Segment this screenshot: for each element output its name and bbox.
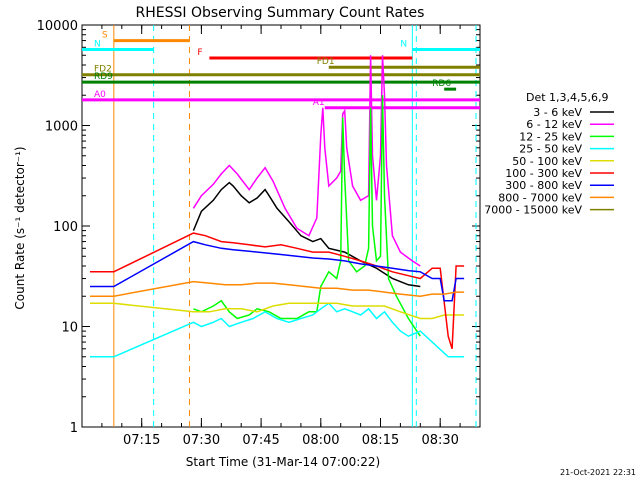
generation-timestamp: 21-Oct-2021 22:31 <box>560 468 636 477</box>
y-tick-label: 10 <box>61 321 78 336</box>
mode-bar-label: N <box>400 40 407 50</box>
mode-bar-label: A1 <box>313 98 325 108</box>
series-line <box>90 232 465 350</box>
y-tick-label: 10000 <box>37 19 78 34</box>
legend-label: 50 - 100 keV <box>512 155 582 168</box>
mode-bar-label: A0 <box>94 90 106 100</box>
legend-title: Det 1,3,4,5,6,9 <box>526 91 609 104</box>
mode-bar-label: FD2 <box>94 65 112 75</box>
x-tick-label: 08:30 <box>421 433 458 448</box>
series-line <box>90 240 465 302</box>
legend-label: 25 - 50 keV <box>519 143 582 156</box>
mode-bar-label: FD1 <box>317 57 335 67</box>
plot-area: 1 10 100 1000 10000 07:15 07:30 07:45 08:00 08:15… <box>37 19 614 448</box>
x-tick-label: 07:30 <box>183 433 220 448</box>
legend-label: 300 - 800 keV <box>505 179 582 192</box>
mode-bar-label: RD9 <box>94 72 113 82</box>
y-axis-label: Count Rate (s⁻¹ detector⁻¹) <box>13 146 27 309</box>
mode-bar-label: S <box>102 31 108 41</box>
chart-title: RHESSI Observing Summary Count Rates <box>136 5 425 21</box>
y-tick-label: 100 <box>53 220 78 235</box>
x-tick-label: 07:15 <box>123 433 160 448</box>
legend-label: 3 - 6 keV <box>533 106 582 119</box>
legend-label: 800 - 7000 keV <box>498 191 582 204</box>
legend-label: 6 - 12 keV <box>526 118 582 131</box>
x-tick-label: 07:45 <box>242 433 279 448</box>
y-tick-label: 1 <box>70 421 78 436</box>
mode-bar-label: N <box>94 40 101 50</box>
legend-label: 12 - 25 keV <box>519 130 582 143</box>
mode-bar-label: F <box>197 48 202 58</box>
legend-label: 100 - 300 keV <box>505 167 582 180</box>
mode-bar-label: RD6 <box>432 79 451 89</box>
plot-frame <box>81 24 481 428</box>
series-line <box>192 55 421 267</box>
legend-label: 7000 - 15000 keV <box>484 204 582 217</box>
y-tick-label: 1000 <box>45 120 78 135</box>
x-axis-label: Start Time (31-Mar-14 07:00:22) <box>186 455 380 469</box>
series-line <box>90 302 465 358</box>
series-line <box>90 280 465 297</box>
x-tick-label: 08:00 <box>302 433 339 448</box>
x-tick-label: 08:15 <box>362 433 399 448</box>
series-line <box>90 302 465 320</box>
